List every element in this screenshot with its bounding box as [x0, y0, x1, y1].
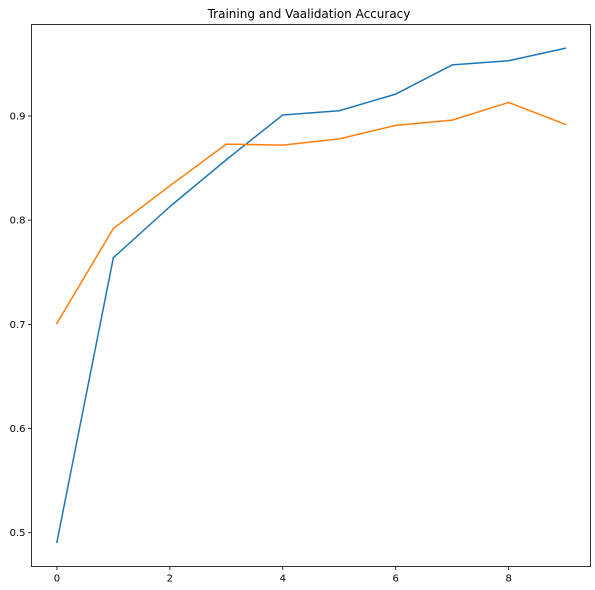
- series-1-point: [338, 110, 340, 112]
- x-tick-label: 8: [505, 574, 511, 585]
- series-1-line: [56, 47, 566, 544]
- series-1-point: [225, 158, 228, 161]
- series-1-point: [394, 93, 397, 95]
- chart-title: Training and Vaalidation Accuracy: [207, 7, 411, 21]
- series-2-point: [507, 101, 510, 104]
- series-2-point: [394, 124, 397, 127]
- x-tick-label: 6: [393, 574, 399, 585]
- y-tick-label: 0.7: [10, 320, 26, 331]
- series-1: [56, 47, 566, 544]
- y-tick-label: 0.9: [10, 111, 26, 122]
- series-1-point: [564, 47, 566, 50]
- series-1-point: [451, 64, 453, 66]
- y-axis: 0.5 0.6 0.7 0.8 0.9: [10, 111, 32, 539]
- y-tick-label: 0.5: [10, 528, 26, 539]
- series-2-point: [282, 144, 284, 146]
- series-1-point: [282, 114, 284, 116]
- series-1-point: [56, 541, 58, 543]
- series-2-point: [56, 322, 58, 325]
- series-2-point: [451, 119, 453, 121]
- series-2-point: [112, 227, 115, 230]
- series-1-point: [169, 205, 171, 208]
- series-1-point: [112, 256, 115, 259]
- plot-frame: [31, 24, 591, 567]
- series-2-point: [225, 143, 228, 145]
- y-tick-label: 0.6: [10, 424, 26, 435]
- y-tick-label: 0.8: [10, 216, 26, 227]
- series-layer: [55, 47, 567, 544]
- series-2-point: [564, 123, 566, 126]
- series-2-line: [55, 101, 567, 325]
- x-axis: 0 2 4 6 8: [54, 566, 512, 585]
- series-2-point: [338, 138, 340, 140]
- x-tick-label: 2: [167, 574, 173, 585]
- series-2-point: [169, 185, 171, 187]
- series-2: [55, 101, 567, 325]
- series-1-point: [507, 60, 510, 62]
- x-tick-label: 0: [54, 574, 60, 585]
- x-tick-label: 4: [280, 574, 286, 585]
